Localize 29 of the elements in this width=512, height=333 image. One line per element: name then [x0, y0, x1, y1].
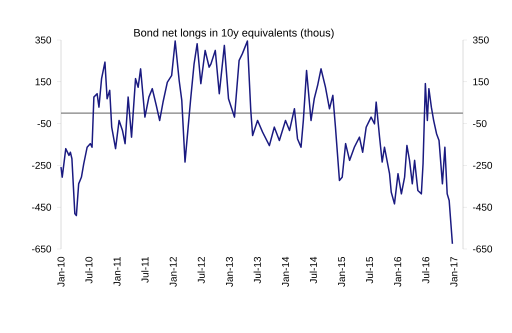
y2-tick-label: 150 [473, 78, 489, 86]
x-tick-label: Jan-17 [450, 257, 458, 287]
y-tick-label: -650 [32, 245, 52, 253]
y-tick-label: -250 [32, 162, 52, 169]
x-tick-label: Jan-12 [170, 257, 177, 287]
x-tick-label: Jan-16 [394, 256, 402, 287]
y-tick-label: 150 [36, 78, 52, 86]
x-tick-label: Jul-14 [310, 256, 317, 284]
y2-tick-label: -450 [472, 204, 492, 211]
x-tick-label: Jul-16 [422, 256, 430, 284]
line-series [60, 40, 454, 245]
x-tick-label: Jan-10 [57, 256, 65, 287]
x-tick-label: Jul-12 [197, 257, 205, 284]
y2-tick-label: -250 [472, 162, 492, 169]
x-tick-label: Jul-13 [254, 256, 261, 284]
x-tick-label: Jan-13 [226, 256, 233, 287]
y-tick-label: -450 [32, 204, 52, 211]
x-tick-label: Jan-11 [114, 257, 121, 286]
y-tick-label: -50 [38, 120, 52, 128]
x-tick-label: Jan-14 [282, 256, 289, 287]
x-tick-label: Jul-11 [141, 257, 149, 283]
y-tick-label: 350 [35, 36, 52, 44]
x-tick-label: Jul-15 [366, 256, 374, 284]
y2-tick-label: 350 [472, 36, 489, 44]
x-tick-label: Jan-15 [338, 256, 346, 287]
y2-tick-label: -50 [472, 120, 487, 128]
chart-title: Bond net longs in 10y equivalents (thous) [134, 28, 334, 39]
x-tick-label: Jul-10 [85, 256, 92, 284]
y2-tick-label: -650 [472, 245, 492, 253]
